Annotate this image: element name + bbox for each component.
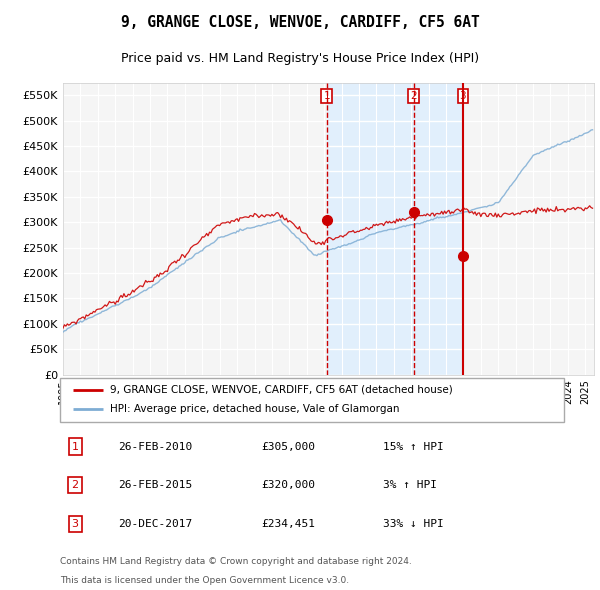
Text: 3% ↑ HPI: 3% ↑ HPI xyxy=(383,480,437,490)
FancyBboxPatch shape xyxy=(60,378,564,422)
Text: 1: 1 xyxy=(323,91,330,101)
Text: £320,000: £320,000 xyxy=(262,480,316,490)
Text: This data is licensed under the Open Government Licence v3.0.: This data is licensed under the Open Gov… xyxy=(60,576,349,585)
Text: 1: 1 xyxy=(71,441,79,451)
Text: 9, GRANGE CLOSE, WENVOE, CARDIFF, CF5 6AT: 9, GRANGE CLOSE, WENVOE, CARDIFF, CF5 6A… xyxy=(121,15,479,30)
Text: 3: 3 xyxy=(71,519,79,529)
Text: 20-DEC-2017: 20-DEC-2017 xyxy=(118,519,192,529)
Text: £234,451: £234,451 xyxy=(262,519,316,529)
Text: HPI: Average price, detached house, Vale of Glamorgan: HPI: Average price, detached house, Vale… xyxy=(110,405,400,414)
Text: 15% ↑ HPI: 15% ↑ HPI xyxy=(383,441,443,451)
Text: 2: 2 xyxy=(410,91,417,101)
Text: 2: 2 xyxy=(71,480,79,490)
Text: 9, GRANGE CLOSE, WENVOE, CARDIFF, CF5 6AT (detached house): 9, GRANGE CLOSE, WENVOE, CARDIFF, CF5 6A… xyxy=(110,385,453,395)
Text: 3: 3 xyxy=(460,91,466,101)
Text: Price paid vs. HM Land Registry's House Price Index (HPI): Price paid vs. HM Land Registry's House … xyxy=(121,52,479,65)
Text: £305,000: £305,000 xyxy=(262,441,316,451)
Bar xyxy=(327,83,463,375)
Text: 33% ↓ HPI: 33% ↓ HPI xyxy=(383,519,443,529)
Text: Contains HM Land Registry data © Crown copyright and database right 2024.: Contains HM Land Registry data © Crown c… xyxy=(60,557,412,566)
Text: 26-FEB-2015: 26-FEB-2015 xyxy=(118,480,192,490)
Text: 26-FEB-2010: 26-FEB-2010 xyxy=(118,441,192,451)
